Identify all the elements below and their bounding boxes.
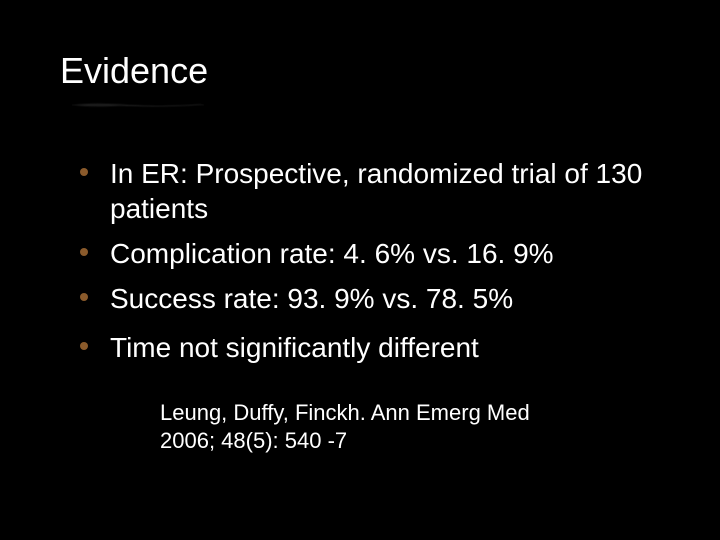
bullet-text: Success rate: 93. 9% vs. 78. 5% (110, 283, 513, 314)
slide-title: Evidence (60, 50, 660, 92)
bullet-dot-icon (80, 248, 88, 256)
bullet-item: In ER: Prospective, randomized trial of … (80, 156, 660, 226)
citation-line: 2006; 48(5): 540 -7 (160, 427, 580, 455)
title-underline (70, 100, 210, 108)
bullet-text: Complication rate: 4. 6% vs. 16. 9% (110, 238, 554, 269)
bullet-list: In ER: Prospective, randomized trial of … (60, 156, 660, 365)
bullet-item: Complication rate: 4. 6% vs. 16. 9% (80, 236, 660, 271)
bullet-item: Time not significantly different (80, 330, 660, 365)
bullet-item: Success rate: 93. 9% vs. 78. 5% (80, 281, 660, 316)
bullet-dot-icon (80, 342, 88, 350)
bullet-text: In ER: Prospective, randomized trial of … (110, 158, 642, 224)
bullet-text: Time not significantly different (110, 332, 479, 363)
bullet-dot-icon (80, 293, 88, 301)
bullet-dot-icon (80, 168, 88, 176)
citation: Leung, Duffy, Finckh. Ann Emerg Med 2006… (60, 399, 580, 454)
citation-line: Leung, Duffy, Finckh. Ann Emerg Med (160, 399, 580, 427)
